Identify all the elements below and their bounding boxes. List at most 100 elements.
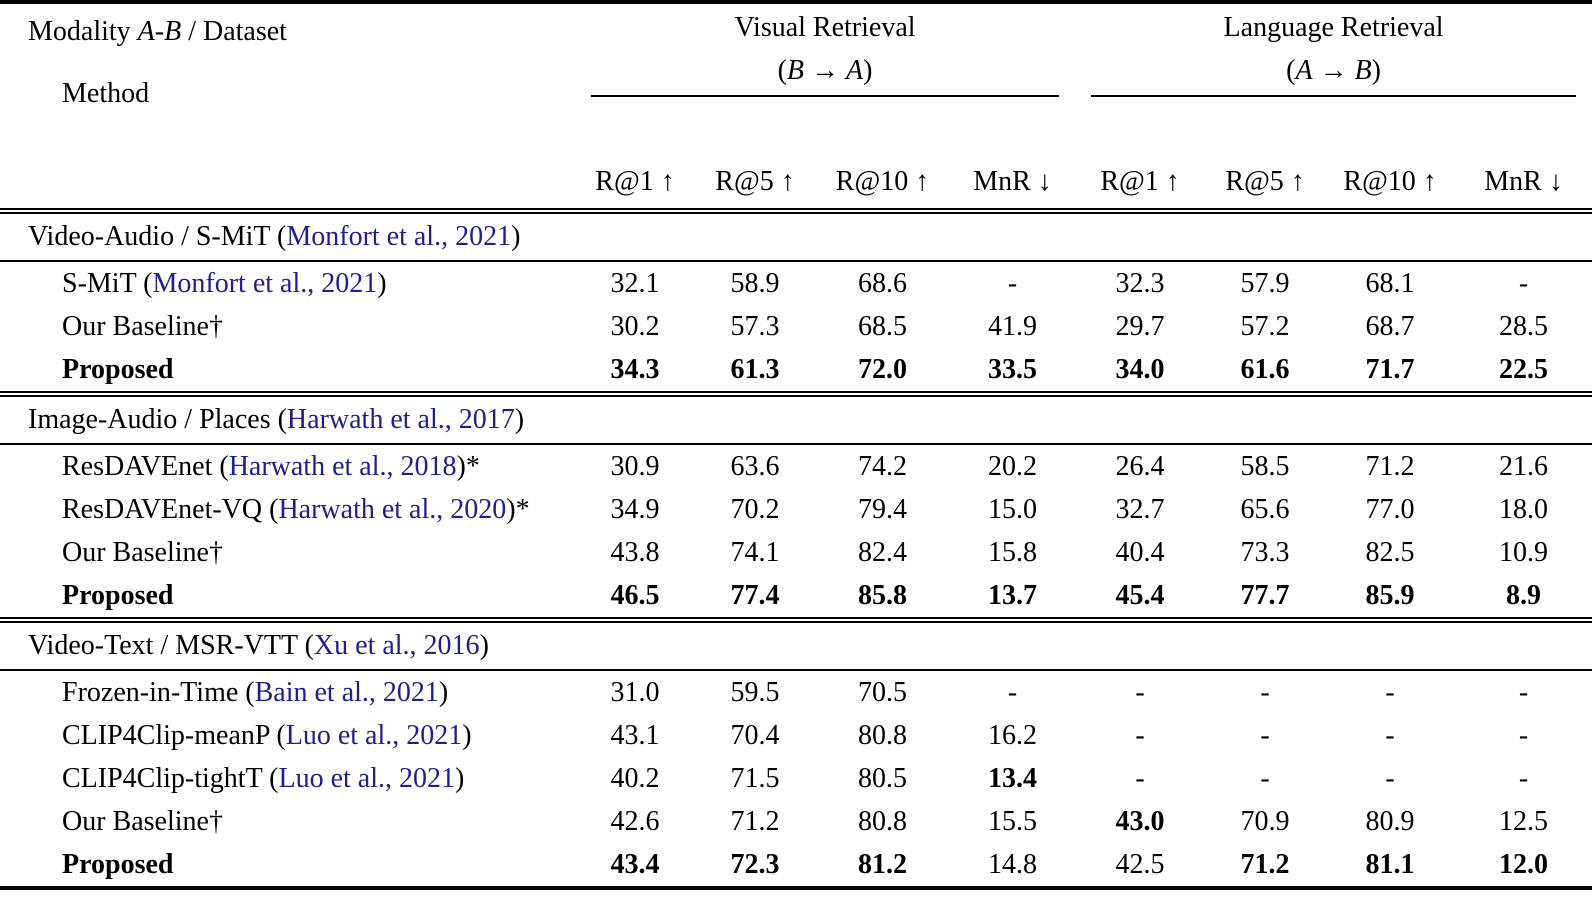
- metric-value: -: [1135, 763, 1145, 794]
- method-label-text: ResDAVEnet-VQ (: [62, 494, 279, 525]
- metric-value: 70.2: [730, 494, 780, 525]
- metric-value: 22.5: [1499, 354, 1549, 385]
- metric-value: 34.3: [610, 354, 660, 385]
- metric-header-r10-visual: R@10 ↑: [835, 166, 930, 197]
- section-header: Video-Audio / S-MiT (Monfort et al., 202…: [0, 211, 1592, 261]
- metric-value: 10.9: [1499, 537, 1549, 568]
- method-label: S-MiT (Monfort et al., 2021): [0, 261, 575, 305]
- method-label-text: )*: [456, 451, 480, 482]
- table-row: CLIP4Clip-meanP (Luo et al., 2021) 43.1 70…: [0, 714, 1592, 757]
- method-label-text: ResDAVEnet (: [62, 451, 229, 482]
- method-label: Proposed: [0, 574, 575, 620]
- citation-link[interactable]: Xu et al., 2016: [313, 630, 480, 661]
- citation-link[interactable]: Monfort et al., 2021: [152, 268, 378, 299]
- group-underline-rule: [1091, 95, 1577, 97]
- citation-link[interactable]: Harwath et al., 2020: [278, 494, 507, 525]
- method-label-text: Proposed: [62, 354, 174, 385]
- section-header-row: Video-Text / MSR-VTT (Xu et al., 2016): [0, 620, 1592, 670]
- metric-value: 68.6: [858, 268, 907, 299]
- method-label: Frozen-in-Time (Bain et al., 2021): [0, 670, 575, 714]
- metric-value: -: [1260, 677, 1270, 708]
- metric-value: 71.5: [730, 763, 780, 794]
- method-label: Our Baseline†: [0, 531, 575, 574]
- metric-value: 72.0: [858, 354, 907, 385]
- method-label-text: CLIP4Clip-tightT (: [62, 763, 279, 794]
- method-label: CLIP4Clip-meanP (Luo et al., 2021): [0, 714, 575, 757]
- method-label-text: ): [462, 720, 472, 751]
- metric-value: 77.4: [730, 580, 780, 611]
- metric-value: 80.8: [858, 720, 907, 751]
- metric-value: 33.5: [988, 354, 1038, 385]
- metric-value: 34.9: [610, 494, 660, 525]
- metric-value: 30.9: [610, 451, 660, 482]
- metric-value: 15.5: [988, 806, 1038, 837]
- metric-value: 32.7: [1115, 494, 1165, 525]
- metric-value: -: [1385, 677, 1395, 708]
- metric-value: 42.5: [1115, 849, 1165, 880]
- metric-value: 63.6: [730, 451, 780, 482]
- metric-value: 45.4: [1115, 580, 1165, 611]
- metric-value: 57.3: [730, 311, 780, 342]
- citation-link[interactable]: Harwath et al., 2017: [286, 404, 515, 435]
- section-label-text: Image-Audio / Places (: [28, 404, 287, 435]
- metric-value: 70.5: [858, 677, 907, 708]
- metric-header-mnr-language: MnR ↓: [1484, 166, 1563, 197]
- metric-value: 15.8: [988, 537, 1038, 568]
- metric-value: 81.1: [1365, 849, 1415, 880]
- metric-header-mnr-visual: MnR ↓: [973, 166, 1052, 197]
- citation-link[interactable]: Monfort et al., 2021: [286, 221, 512, 252]
- metric-value: 85.9: [1365, 580, 1415, 611]
- section-label-text: Video-Audio / S-MiT (: [28, 221, 287, 252]
- metric-value: 14.8: [988, 849, 1038, 880]
- metric-value: 80.9: [1365, 806, 1415, 837]
- metric-value: 61.3: [730, 354, 780, 385]
- method-label-text: S-MiT (: [62, 268, 153, 299]
- metric-value: 32.3: [1115, 268, 1165, 299]
- metric-value: -: [1007, 677, 1018, 708]
- table-row: Our Baseline† 30.2 57.3 68.5 41.9 29.7 57.2 68.…: [0, 305, 1592, 348]
- method-label-text: Our Baseline†: [62, 806, 223, 837]
- metric-value: 34.0: [1115, 354, 1165, 385]
- metric-value: 18.0: [1499, 494, 1549, 525]
- method-label-text: ): [455, 763, 465, 794]
- metric-value: 81.2: [858, 849, 907, 880]
- metric-value: 42.6: [610, 806, 660, 837]
- metric-value: 74.1: [730, 537, 780, 568]
- metric-value: 13.4: [988, 763, 1038, 794]
- metric-value: 41.9: [988, 311, 1038, 342]
- citation-link[interactable]: Bain et al., 2021: [254, 677, 439, 708]
- method-label-text: Proposed: [62, 849, 174, 880]
- metric-value: 71.2: [1240, 849, 1290, 880]
- citation-link[interactable]: Harwath et al., 2018: [228, 451, 457, 482]
- header-modality-dataset: Modality A-B / Dataset: [28, 16, 287, 47]
- method-label: ResDAVEnet (Harwath et al., 2018)*: [0, 444, 575, 488]
- metric-value: -: [1385, 720, 1395, 751]
- table-row: Frozen-in-Time (Bain et al., 2021) 31.0 59…: [0, 670, 1592, 714]
- group-title: Visual Retrieval: [734, 12, 916, 43]
- metric-value: 70.9: [1240, 806, 1290, 837]
- metric-value: 70.4: [730, 720, 780, 751]
- table-row: S-MiT (Monfort et al., 2021) 32.1 58.9 68.6…: [0, 261, 1592, 305]
- metric-value: -: [1518, 763, 1529, 794]
- citation-link[interactable]: Luo et al., 2021: [285, 720, 463, 751]
- table-row: Our Baseline† 43.8 74.1 82.4 15.8 40.4 73.3 82.…: [0, 531, 1592, 574]
- group-underline-rule: [591, 95, 1060, 97]
- group-direction: (A → B): [1286, 55, 1381, 86]
- metric-header-r5-visual: R@5 ↑: [715, 166, 795, 197]
- metric-value: 46.5: [610, 580, 660, 611]
- metric-value: 57.2: [1240, 311, 1290, 342]
- metric-value: 61.6: [1240, 354, 1290, 385]
- method-label-text: ): [377, 268, 387, 299]
- metric-value: 73.3: [1240, 537, 1290, 568]
- metric-value: 80.5: [858, 763, 907, 794]
- section-label-text: ): [511, 221, 521, 252]
- metric-value: 16.2: [988, 720, 1038, 751]
- method-label: Our Baseline†: [0, 800, 575, 843]
- table-row: Our Baseline† 42.6 71.2 80.8 15.5 43.0 70.9 80.…: [0, 800, 1592, 843]
- method-label: Proposed: [0, 348, 575, 394]
- section-label-text: ): [479, 630, 489, 661]
- citation-link[interactable]: Luo et al., 2021: [278, 763, 456, 794]
- method-label-text: Frozen-in-Time (: [62, 677, 255, 708]
- metric-value: -: [1260, 720, 1270, 751]
